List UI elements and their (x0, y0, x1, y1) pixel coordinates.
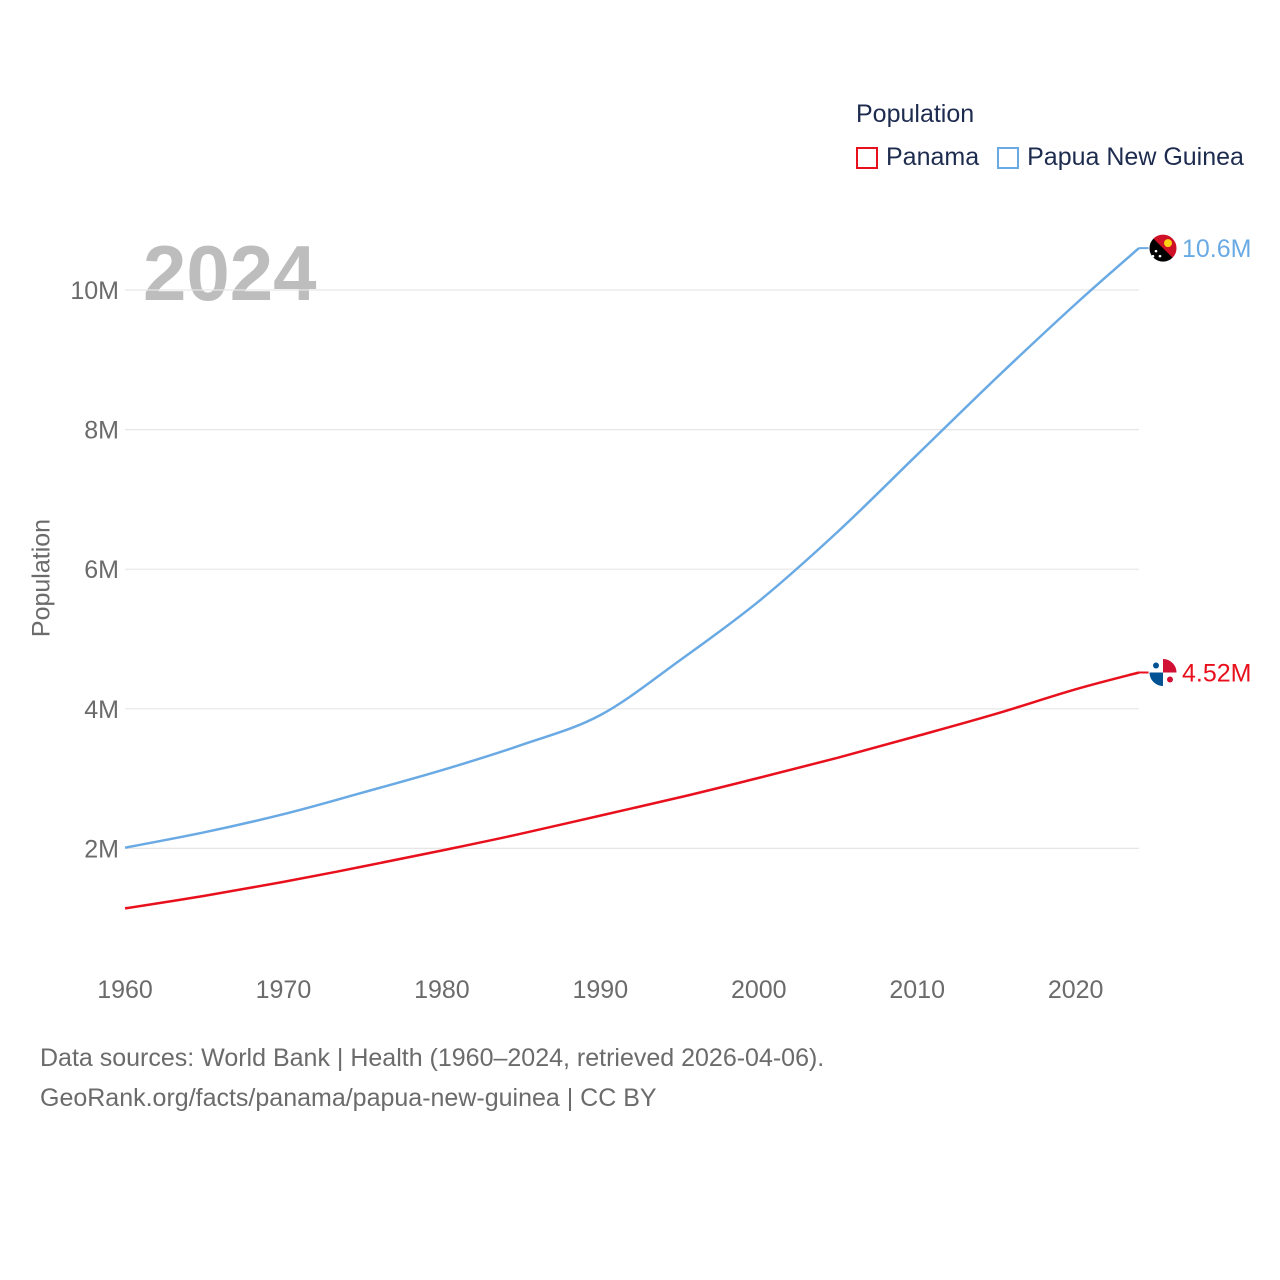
y-tick-label: 4M (84, 696, 119, 724)
panama-flag-icon (1148, 658, 1178, 688)
series-line-panama (124, 671, 1140, 910)
legend-swatch-panama (856, 146, 878, 169)
flag-bird (1164, 239, 1172, 248)
end-label-papua-new-guinea: 10.6M (1182, 235, 1251, 263)
flag-star-blue (1153, 662, 1159, 669)
flag-star (1154, 249, 1158, 253)
x-tick-label: 1990 (573, 976, 629, 1004)
legend-label-panama: Panama (886, 143, 980, 171)
flag-outline (1148, 233, 1178, 263)
x-tick-label: 1970 (256, 976, 312, 1004)
x-tick-label: 2020 (1048, 976, 1104, 1004)
series-line-papua-new-guinea (124, 247, 1140, 849)
papua-new-guinea-flag-icon (1148, 233, 1178, 263)
flag-star-red (1167, 676, 1173, 683)
legend-label-papua-new-guinea: Papua New Guinea (1027, 143, 1244, 171)
y-tick-label: 8M (84, 417, 119, 445)
x-tick-label: 1980 (414, 976, 470, 1004)
y-tick-label: 10M (70, 277, 119, 305)
year-watermark: 2024 (143, 229, 317, 317)
legend-title: Population (856, 100, 975, 128)
flag-star (1158, 254, 1162, 258)
y-tick-label: 6M (84, 556, 119, 584)
x-tick-label: 2000 (731, 976, 787, 1004)
legend-swatch-papua-new-guinea (997, 146, 1020, 169)
y-tick-label: 2M (84, 835, 119, 863)
footer-source: Data sources: World Bank | Health (1960–… (40, 1044, 825, 1072)
footer-link[interactable]: GeoRank.org/facts/panama/papua-new-guine… (40, 1084, 657, 1112)
end-label-panama: 4.52M (1182, 660, 1251, 688)
x-tick-label: 1960 (97, 976, 153, 1004)
legend: Panama Papua New Guinea (856, 143, 1262, 172)
x-tick-label: 2010 (889, 976, 945, 1004)
legend-item-panama[interactable]: Panama (856, 143, 979, 172)
legend-item-papua-new-guinea[interactable]: Papua New Guinea (997, 143, 1244, 172)
flag-body (1149, 234, 1177, 263)
flag-outline (1148, 658, 1178, 688)
